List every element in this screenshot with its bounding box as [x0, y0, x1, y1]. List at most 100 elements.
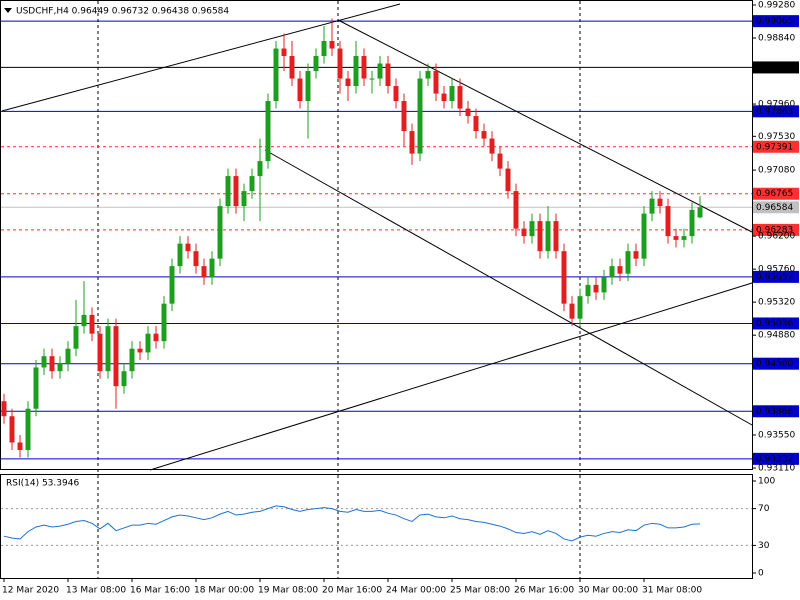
candle-body	[593, 284, 599, 293]
trendline	[337, 19, 753, 233]
x-tick-label: 24 Mar 00:00	[386, 586, 446, 596]
candle-body	[473, 116, 479, 132]
candle-body	[497, 153, 503, 169]
candle-body	[225, 176, 231, 207]
y-tick-label: 0.98840	[758, 34, 795, 44]
y-tick-label: 0.99280	[758, 1, 795, 11]
candle-body	[337, 48, 343, 79]
y-tick-label: 0.96200	[758, 232, 795, 242]
x-tick-label: 18 Mar 00:00	[194, 586, 254, 596]
x-tick-label: 25 Mar 08:00	[450, 586, 510, 596]
candle-body	[417, 78, 423, 154]
candle-body	[313, 56, 319, 72]
candle-body	[329, 41, 335, 49]
candle-body	[625, 251, 631, 274]
y-tick-label: 0.94880	[758, 331, 795, 341]
level-label-box	[753, 405, 799, 418]
candle-body	[113, 326, 119, 387]
candle-body	[217, 206, 223, 259]
level-label: 0.97391	[756, 142, 793, 152]
rsi-tick-label: 70	[758, 504, 770, 514]
candle-body	[465, 108, 471, 117]
x-tick-label: 19 Mar 08:00	[258, 586, 318, 596]
candle-body	[481, 131, 487, 139]
candle-body	[129, 348, 135, 372]
candle-body	[201, 266, 207, 278]
y-tick-label: 0.97530	[758, 132, 795, 142]
candle-body	[161, 303, 167, 342]
candle-body	[521, 228, 527, 237]
rsi-label: RSI(14) 53.3946	[6, 479, 79, 489]
level-label: 0.96584	[756, 203, 793, 213]
candle-body	[577, 296, 583, 319]
candle-body	[537, 221, 543, 252]
candle-body	[9, 416, 15, 443]
candle-body	[401, 101, 407, 132]
rsi-pane	[0, 474, 753, 579]
x-tick-label: 13 Mar 08:00	[66, 586, 126, 596]
candle-body	[409, 131, 415, 154]
x-tick-label: 31 Mar 08:00	[642, 586, 702, 596]
candle-body	[609, 266, 615, 278]
candle-body	[489, 138, 495, 154]
candle-body	[209, 258, 215, 278]
level-label: 0.99065	[756, 17, 793, 27]
level-label-box	[753, 140, 799, 153]
candle-body	[1, 401, 7, 417]
price-pane	[0, 0, 753, 470]
candle-body	[649, 198, 655, 214]
level-label: 0.96765	[756, 189, 793, 199]
y-tick-label: 0.97080	[758, 166, 795, 176]
x-tick-label: 30 Mar 00:00	[578, 586, 638, 596]
level-label-box	[753, 201, 799, 214]
candle-body	[457, 86, 463, 109]
candle-body	[145, 333, 151, 353]
candle-body	[321, 41, 327, 57]
candle-body	[681, 236, 687, 240]
level-label-box	[753, 223, 799, 236]
candle-body	[265, 101, 271, 162]
candle-body	[41, 356, 47, 368]
y-tick-label: 0.93550	[758, 430, 795, 440]
y-tick-label: 0.97960	[758, 100, 795, 110]
trendline	[264, 149, 753, 426]
x-tick-label: 12 Mar 2020	[2, 586, 59, 596]
candle-body	[105, 326, 111, 372]
candle-body	[137, 348, 143, 353]
rsi-tick-label: 100	[758, 477, 775, 487]
candle-body	[49, 356, 55, 372]
candle-body	[673, 236, 679, 240]
level-label-box	[753, 357, 799, 370]
y-tick-label: 0.93110	[758, 464, 795, 474]
candle-body	[697, 207, 703, 218]
candle-body	[73, 326, 79, 349]
candle-body	[305, 71, 311, 102]
candle-body	[561, 251, 567, 304]
candle-body	[169, 266, 175, 304]
rsi-line	[3, 505, 701, 542]
candle-body	[193, 251, 199, 267]
candle-body	[513, 191, 519, 229]
trendline	[149, 282, 753, 471]
candle-body	[657, 198, 663, 207]
level-label-box	[753, 15, 799, 28]
trendlines	[1, 3, 753, 471]
candle-body	[393, 86, 399, 102]
menu-arrow[interactable]	[4, 8, 12, 13]
candle-body	[177, 243, 183, 267]
candle-body	[569, 303, 575, 319]
x-tick-label: 26 Mar 16:00	[514, 586, 574, 596]
y-tick-label: 0.95320	[758, 298, 795, 308]
candle-body	[369, 78, 375, 80]
candle-body	[441, 93, 447, 102]
level-label: 0.93232	[756, 454, 793, 464]
x-tick-label: 20 Mar 16:00	[322, 586, 382, 596]
candle-body	[617, 266, 623, 274]
candle-body	[249, 176, 255, 192]
candle-body	[361, 56, 367, 79]
candle-body	[665, 206, 671, 237]
rsi-tick-label: 30	[758, 541, 770, 551]
candle-body	[65, 348, 71, 364]
candle-body	[585, 284, 591, 297]
